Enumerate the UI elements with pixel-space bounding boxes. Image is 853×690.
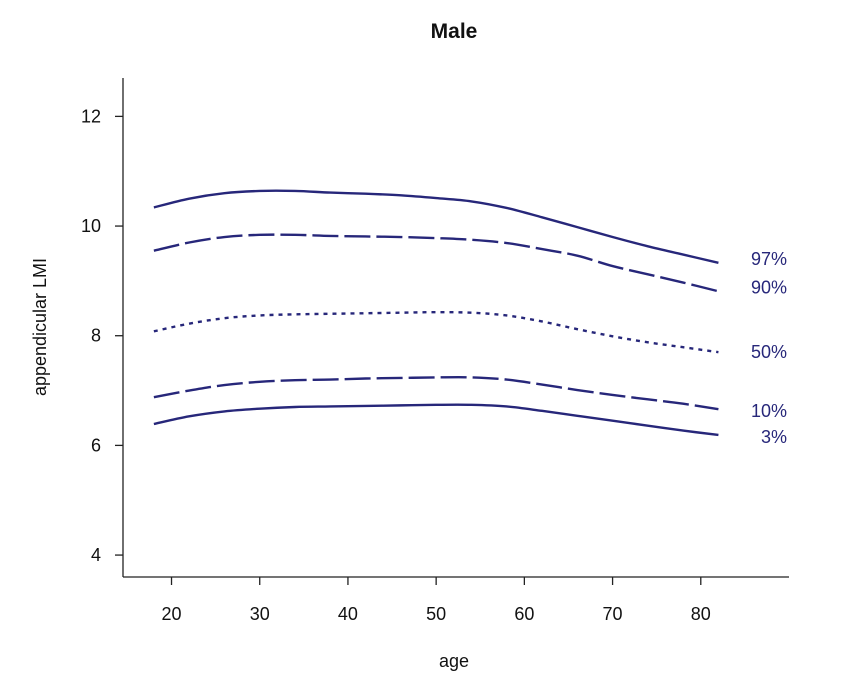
x-axis-label: age (439, 651, 469, 671)
x-tick-label: 40 (338, 604, 358, 624)
curve-90pct (153, 233, 719, 293)
curve-label-90pct: 90% (751, 277, 787, 297)
chart-title: Male (431, 20, 478, 43)
y-tick-label: 8 (91, 326, 101, 346)
axes (122, 78, 789, 578)
curve-50pct (153, 310, 719, 354)
x-tick-label: 70 (603, 604, 623, 624)
x-tick-label: 80 (691, 604, 711, 624)
curve-97pct (153, 189, 719, 264)
curve-label-97pct: 97% (751, 249, 787, 269)
y-tick-label: 12 (81, 106, 101, 126)
y-axis-label: appendicular LMI (30, 258, 50, 396)
x-tick-label: 20 (162, 604, 182, 624)
curve-10pct (153, 376, 719, 411)
curve-label-3pct: 3% (761, 427, 787, 447)
percentile-curves (153, 189, 719, 437)
y-tick-label: 10 (81, 216, 101, 236)
y-tick-label: 6 (91, 435, 101, 455)
x-tick-label: 60 (514, 604, 534, 624)
curve-label-10pct: 10% (751, 401, 787, 421)
curve-label-50pct: 50% (751, 342, 787, 362)
percentile-labels: 97% 90% 50% 10% 3% (751, 249, 787, 447)
x-tick-label: 30 (250, 604, 270, 624)
x-tick-label: 50 (426, 604, 446, 624)
y-ticks: 4 6 8 10 12 (81, 106, 123, 565)
y-tick-label: 4 (91, 545, 101, 565)
curve-3pct (153, 403, 719, 437)
x-ticks: 20 30 40 50 60 70 80 (162, 577, 711, 624)
